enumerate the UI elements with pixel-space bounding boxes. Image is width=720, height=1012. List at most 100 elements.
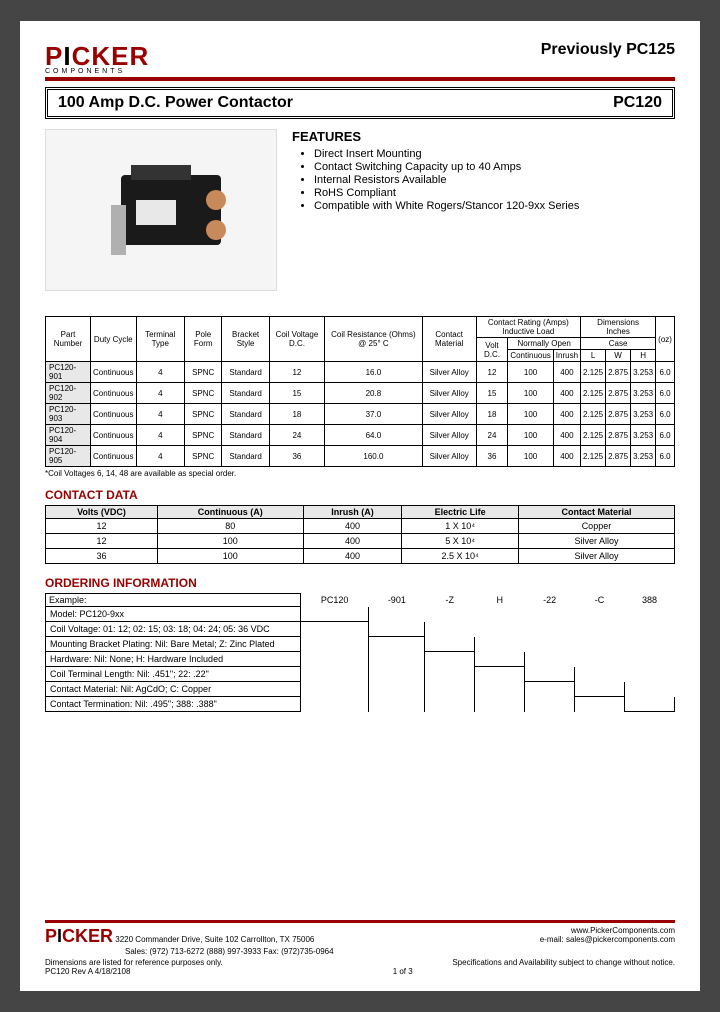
td <box>425 697 475 712</box>
table-row: Hardware: Nil: None; H: Hardware Include… <box>46 652 675 667</box>
td: 15 <box>269 383 324 404</box>
td: Hardware: Nil: None; H: Hardware Include… <box>46 652 301 667</box>
td: 100 <box>508 383 553 404</box>
td: 2.125 <box>581 404 606 425</box>
td: Silver Alloy <box>518 549 674 564</box>
example-label: Example: <box>46 594 301 607</box>
td: 1 X 10⁴ <box>402 519 519 534</box>
th: Inrush <box>553 350 580 362</box>
top-content: FEATURES Direct Insert Mounting Contact … <box>45 129 675 291</box>
table-row: PC120-905Continuous4SPNCStandard36160.0S… <box>46 446 675 467</box>
td: 100 <box>158 534 304 549</box>
td: Silver Alloy <box>422 383 476 404</box>
td: Silver Alloy <box>422 362 476 383</box>
th: Terminal Type <box>136 317 185 362</box>
td: 3.253 <box>631 446 656 467</box>
td: Coil Terminal Length: Nil: .451"; 22: .2… <box>46 667 301 682</box>
td: 6.0 <box>656 362 675 383</box>
td: 2.875 <box>606 446 631 467</box>
td: 15 <box>476 383 508 404</box>
feature-item: Compatible with White Rogers/Stancor 120… <box>314 200 579 212</box>
td: 12 <box>46 534 158 549</box>
contact-table: Volts (VDC) Continuous (A) Inrush (A) El… <box>45 505 675 564</box>
footer-spec: Specifications and Availability subject … <box>452 958 675 967</box>
spec-table: Part Number Duty Cycle Terminal Type Pol… <box>45 316 675 467</box>
ex-cell: -C <box>575 594 625 607</box>
accent-line <box>45 77 675 81</box>
ex-cell: -901 <box>369 594 425 607</box>
th: Normally Open <box>508 338 581 350</box>
table-header-row: Part Number Duty Cycle Terminal Type Pol… <box>46 317 675 338</box>
td <box>575 682 625 697</box>
td: 4 <box>136 446 185 467</box>
feature-item: Internal Resistors Available <box>314 174 579 186</box>
td <box>369 697 425 712</box>
td <box>425 682 475 697</box>
footer-left: PICKER 3220 Commander Drive, Suite 102 C… <box>45 926 334 956</box>
td: 400 <box>553 362 580 383</box>
td: PC120-903 <box>46 404 91 425</box>
features-list: Direct Insert Mounting Contact Switching… <box>292 148 579 212</box>
td: Continuous <box>91 383 136 404</box>
th: Bracket Style <box>222 317 270 362</box>
td <box>475 637 525 652</box>
footer-line <box>45 920 675 923</box>
td: SPNC <box>185 425 222 446</box>
td: SPNC <box>185 383 222 404</box>
table-row: Contact Termination: Nil: .495"; 388: .3… <box>46 697 675 712</box>
td: 400 <box>553 425 580 446</box>
td: 36 <box>269 446 324 467</box>
product-title: 100 Amp D.C. Power Contactor <box>58 94 293 112</box>
td: PC120-901 <box>46 362 91 383</box>
ordering-example-row: Example: PC120 -901 -Z H -22 -C 388 <box>46 594 675 607</box>
th: Contact Material <box>422 317 476 362</box>
footer-page: 1 of 3 <box>393 967 413 976</box>
td: Continuous <box>91 404 136 425</box>
td: 5 X 10⁴ <box>402 534 519 549</box>
th: Continuous (A) <box>158 506 304 519</box>
datasheet-page: PICKER COMPONENTS Previously PC125 100 A… <box>20 21 700 991</box>
td: 3.253 <box>631 383 656 404</box>
table-row: PC120-902Continuous4SPNCStandard1520.8Si… <box>46 383 675 404</box>
td: PC120-904 <box>46 425 91 446</box>
td <box>575 667 625 682</box>
td <box>575 607 625 622</box>
th: Part Number <box>46 317 91 362</box>
td <box>475 622 525 637</box>
td: Silver Alloy <box>518 534 674 549</box>
footer-row: PICKER 3220 Commander Drive, Suite 102 C… <box>45 926 675 956</box>
td: Standard <box>222 383 270 404</box>
td: SPNC <box>185 362 222 383</box>
td <box>425 652 475 667</box>
td: 2.875 <box>606 404 631 425</box>
td: Coil Voltage: 01: 12; 02: 15; 03: 18; 04… <box>46 622 301 637</box>
td <box>475 652 525 667</box>
feature-item: RoHS Compliant <box>314 187 579 199</box>
td: 2.875 <box>606 425 631 446</box>
spec-note: *Coil Voltages 6, 14, 48 are available a… <box>45 469 675 478</box>
td <box>575 622 625 637</box>
td <box>575 637 625 652</box>
td: 400 <box>303 534 402 549</box>
td: 64.0 <box>325 425 423 446</box>
footer: PICKER 3220 Commander Drive, Suite 102 C… <box>45 920 675 976</box>
td <box>300 697 369 712</box>
td: 2.5 X 10⁴ <box>402 549 519 564</box>
th: Volts (VDC) <box>46 506 158 519</box>
td: 400 <box>553 446 580 467</box>
td <box>300 607 369 622</box>
footer-sales: Sales: (972) 713-6272 (888) 997-3933 Fax… <box>125 947 334 956</box>
table-row: Mounting Bracket Plating: Nil: Bare Meta… <box>46 637 675 652</box>
td: 100 <box>508 446 553 467</box>
td: Standard <box>222 362 270 383</box>
td: Standard <box>222 425 270 446</box>
td <box>425 622 475 637</box>
td <box>425 607 475 622</box>
td <box>525 652 575 667</box>
td <box>300 667 369 682</box>
td: 2.875 <box>606 383 631 404</box>
product-model: PC120 <box>613 94 662 112</box>
td: Silver Alloy <box>422 446 476 467</box>
td: Mounting Bracket Plating: Nil: Bare Meta… <box>46 637 301 652</box>
td: 20.8 <box>325 383 423 404</box>
